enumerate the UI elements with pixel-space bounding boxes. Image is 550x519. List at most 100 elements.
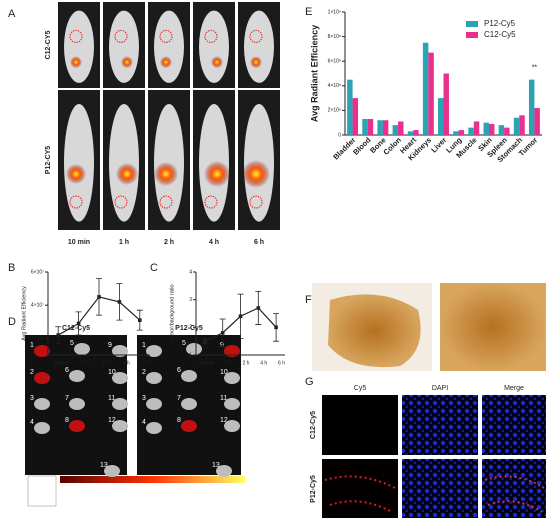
bar: [367, 119, 374, 135]
tumor-roi: [114, 195, 128, 209]
panel-label: B: [8, 262, 15, 274]
legend-label: C12-Cy5: [484, 30, 516, 39]
bar: [488, 123, 495, 135]
signal: [204, 161, 230, 187]
tumor-roi: [159, 29, 173, 43]
bar: [398, 121, 404, 135]
point: [97, 295, 101, 299]
tumor-roi: [249, 29, 263, 43]
panel-title: C12-Cy5: [62, 325, 90, 332]
organ: [112, 420, 128, 432]
point: [138, 318, 142, 322]
point: [117, 300, 122, 304]
time-label: 2 h: [164, 239, 174, 246]
panel-label: E: [305, 6, 312, 18]
tumor-roi: [249, 195, 263, 209]
x-tick-label: 1 h: [82, 360, 89, 366]
mouse-body: [244, 10, 274, 83]
panel-title: P12-Cy5: [175, 325, 203, 332]
organ-number: 2: [142, 369, 146, 376]
organ-number: 9: [220, 342, 224, 349]
organ: [224, 398, 240, 410]
organ: [34, 345, 50, 357]
organ-number: 9: [108, 342, 112, 349]
x-tick-label: 1 h: [225, 360, 232, 366]
organ: [146, 398, 162, 410]
organ: [112, 345, 128, 357]
legend-label: P12-Cy5: [484, 19, 516, 28]
mouse-body: [64, 10, 94, 83]
bar: [428, 52, 434, 136]
organ-number: 3: [142, 395, 146, 402]
column-label: DAPI: [432, 385, 448, 392]
x-tick-label: 2 h: [102, 360, 109, 366]
organ-number: 13: [212, 462, 220, 469]
organ-number: 11: [108, 395, 115, 402]
organ: [146, 372, 162, 384]
mouse-body: [109, 10, 139, 83]
bar: [362, 119, 368, 135]
organ-number: 2: [30, 369, 34, 376]
bar: [413, 130, 419, 135]
organ: [181, 370, 197, 382]
legend-swatch: [466, 21, 478, 27]
row-label: P12-Cy5: [310, 475, 317, 503]
merge-signal: [484, 475, 545, 513]
column-label: Cy5: [354, 385, 367, 392]
panel-label: F: [305, 294, 312, 306]
annotation: **: [532, 64, 538, 71]
organ: [74, 343, 90, 355]
bar: [468, 127, 474, 135]
scale-box: [27, 475, 57, 507]
cy5-signal: [324, 475, 396, 513]
organ: [34, 372, 50, 384]
bar: [534, 107, 540, 135]
bar: [382, 120, 389, 135]
signal: [66, 164, 86, 184]
panel-label: C: [150, 262, 158, 274]
organ-number: 10: [220, 369, 228, 376]
bar: [407, 131, 414, 135]
signal: [250, 56, 262, 69]
dapi-image: [402, 395, 478, 455]
organ-number: 6: [177, 367, 181, 374]
signal: [70, 56, 82, 69]
organ-number: 10: [108, 369, 116, 376]
point: [220, 331, 225, 335]
row-label: C12-Cy5: [310, 411, 317, 439]
bar: [438, 98, 444, 135]
organ-number: 5: [70, 340, 74, 347]
organ: [112, 398, 128, 410]
bar: [519, 115, 525, 135]
x-tick-label: 30 min: [199, 360, 214, 366]
bar: [392, 125, 399, 135]
y-tick-label: 2: [189, 325, 192, 331]
organ: [69, 398, 85, 410]
bar: [352, 98, 359, 135]
dapi-image: [402, 459, 478, 518]
organ-number: 1: [30, 342, 34, 349]
y-tick-label: 6×10⁷: [31, 269, 44, 275]
organ-number: 3: [30, 395, 34, 402]
bar: [453, 131, 459, 135]
x-tick-label: 2 h: [242, 360, 249, 366]
row-label: C12-CY5: [45, 31, 52, 60]
x-tick-label: 6 h: [278, 360, 285, 366]
organ-number: 8: [177, 417, 181, 424]
y-axis-label: Tumor/background ratio: [169, 284, 175, 342]
tumor-roi: [204, 29, 218, 43]
organ: [146, 422, 162, 434]
time-label: 4 h: [209, 239, 219, 246]
organ-number: 7: [177, 395, 181, 402]
signal: [211, 56, 223, 69]
organ: [69, 370, 85, 382]
organ-number: 8: [65, 417, 69, 424]
bar: [498, 125, 505, 135]
point: [76, 321, 81, 326]
point: [203, 339, 207, 343]
organ-number: 4: [142, 419, 146, 426]
organ-number: 4: [30, 419, 34, 426]
column-label: Merge: [504, 385, 524, 392]
merge-image: [482, 459, 546, 518]
